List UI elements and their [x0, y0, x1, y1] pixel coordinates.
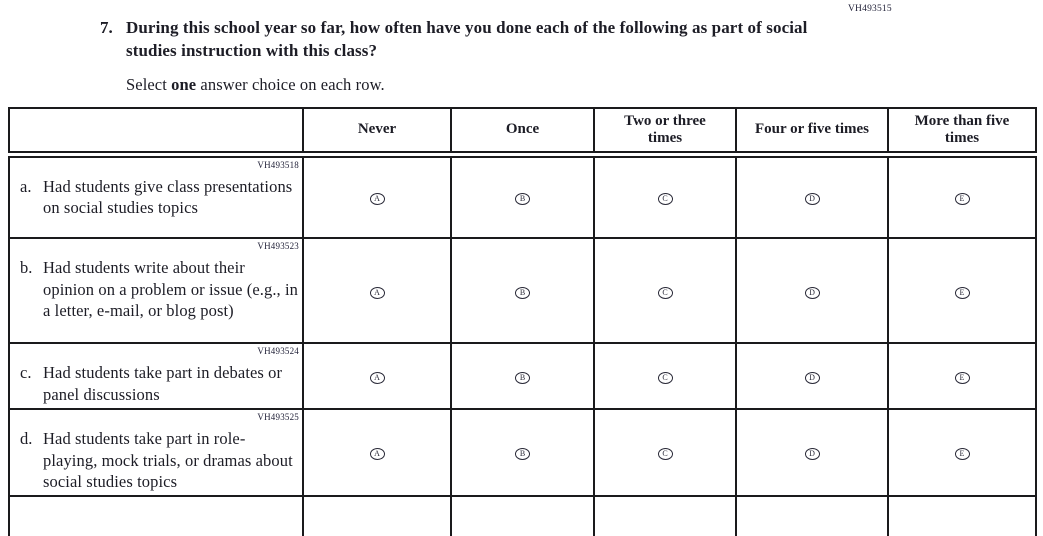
table-row-partial-clipped [8, 494, 1037, 536]
answer-cell-four-or-five: D [735, 342, 889, 410]
answer-cell-two-or-three: C [593, 237, 737, 344]
answer-bubble-a[interactable]: A [369, 286, 385, 299]
question-text: During this school year so far, how ofte… [126, 18, 808, 60]
question-number: 7. [100, 18, 113, 37]
answer-bubble-a[interactable]: A [369, 448, 385, 461]
answer-bubble-b[interactable]: B [515, 448, 530, 461]
row-item-code: VH493518 [257, 159, 299, 170]
header-two-or-three-times: Two or three times [593, 107, 737, 158]
answer-bubble-d[interactable]: D [804, 193, 820, 206]
directions-suffix: answer choice on each row. [196, 75, 385, 94]
question-accession-code: VH493515 [848, 4, 892, 14]
answer-cell-four-or-five: D [735, 408, 889, 497]
row-item-code: VH493525 [257, 412, 299, 422]
row-label-cell: VH493525 d. Had students take part in ro… [8, 408, 304, 497]
answer-bubble-b[interactable]: B [515, 372, 530, 384]
answer-bubble-a[interactable]: A [369, 193, 385, 206]
answer-cell-more-than-five: E [887, 408, 1037, 497]
answer-cell-once: B [450, 237, 595, 344]
directions-emphasis: one [171, 75, 197, 94]
answer-bubble-c[interactable]: C [657, 448, 673, 461]
answer-bubble-e[interactable]: E [954, 193, 970, 206]
header-once: Once [450, 107, 595, 158]
table-row-b: VH493523 b. Had students write about the… [8, 237, 1037, 344]
answer-bubble-b[interactable]: B [515, 193, 530, 206]
question-directions: Select one answer choice on each row. [126, 75, 832, 95]
row-letter: b. [20, 258, 33, 277]
question-block: 7. During this school year so far, how o… [100, 16, 832, 95]
answer-cell-four-or-five: D [735, 237, 889, 344]
answer-cell-never: A [302, 153, 452, 239]
row-label-text: Had students take part in role-playing, … [43, 429, 293, 491]
answer-bubble-b[interactable]: B [515, 286, 530, 299]
row-label-text: Had students give class presentations on… [43, 176, 293, 218]
answer-bubble-c[interactable]: C [657, 372, 673, 384]
row-label-text: Had students take part in debates or pan… [43, 363, 283, 404]
answer-bubble-e[interactable]: E [954, 448, 970, 461]
header-empty-cell [8, 107, 304, 158]
answer-cell-two-or-three: C [593, 408, 737, 497]
answer-cell-never: A [302, 342, 452, 410]
answer-bubble-a[interactable]: A [369, 372, 385, 384]
row-label-cell: VH493524 c. Had students take part in de… [8, 342, 304, 410]
answer-cell-never: A [302, 237, 452, 344]
answer-cell-never: A [302, 408, 452, 497]
row-label-text: Had students write about their opinion o… [43, 258, 299, 320]
directions-prefix: Select [126, 75, 172, 94]
answer-cell-once: B [450, 408, 595, 497]
answer-cell-once: B [450, 153, 595, 239]
answer-cell-two-or-three: C [593, 153, 737, 239]
row-item-code: VH493523 [257, 241, 299, 251]
answer-bubble-d[interactable]: D [804, 372, 820, 384]
answer-matrix-table: Never Once Two or three times Four or fi… [8, 107, 1037, 536]
header-row: Never Once Two or three times Four or fi… [8, 107, 1037, 158]
answer-bubble-d[interactable]: D [804, 286, 820, 299]
answer-cell-more-than-five: E [887, 153, 1037, 239]
answer-bubble-e[interactable]: E [954, 372, 970, 384]
header-four-or-five-times: Four or five times [735, 107, 889, 158]
header-more-than-five-times: More than five times [887, 107, 1037, 158]
row-item-code: VH493524 [257, 346, 299, 356]
answer-cell-more-than-five: E [887, 237, 1037, 344]
row-letter: c. [20, 363, 32, 382]
header-never: Never [302, 107, 452, 158]
table-row-d: VH493525 d. Had students take part in ro… [8, 408, 1037, 497]
row-letter: a. [20, 176, 32, 196]
table-row-c: VH493524 c. Had students take part in de… [8, 342, 1037, 410]
answer-cell-four-or-five: D [735, 153, 889, 239]
answer-bubble-d[interactable]: D [804, 448, 820, 461]
answer-bubble-c[interactable]: C [657, 286, 673, 299]
answer-cell-once: B [450, 342, 595, 410]
table-row-a: VH493518 a. Had students give class pres… [8, 153, 1037, 239]
questionnaire-page: { "question": { "code": "VH493515", "num… [8, 4, 1037, 536]
answer-bubble-e[interactable]: E [954, 286, 970, 299]
row-letter: d. [20, 429, 33, 448]
answer-cell-two-or-three: C [593, 342, 737, 410]
answer-cell-more-than-five: E [887, 342, 1037, 410]
row-label-cell: VH493523 b. Had students write about the… [8, 237, 304, 344]
answer-bubble-c[interactable]: C [657, 193, 673, 206]
row-label-cell: VH493518 a. Had students give class pres… [8, 153, 304, 239]
